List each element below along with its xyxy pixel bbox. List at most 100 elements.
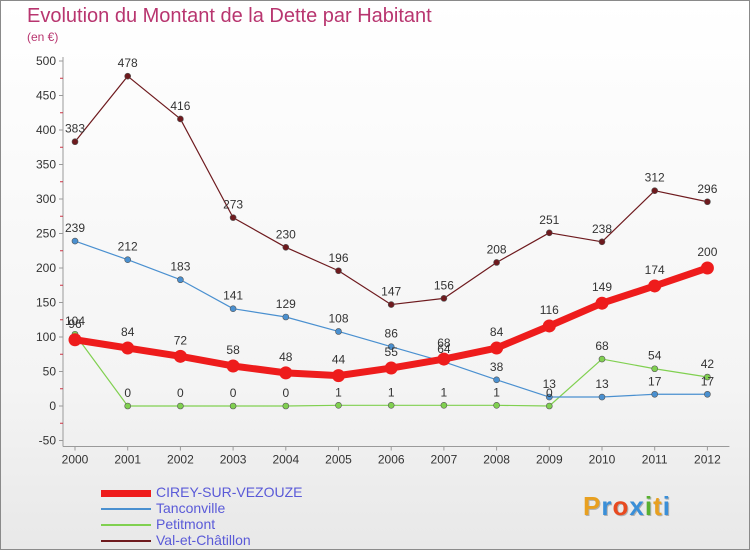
data-point	[387, 343, 395, 350]
data-label: 68	[595, 339, 609, 353]
y-tick-label: 450	[36, 89, 56, 103]
y-tick-label: 200	[36, 261, 56, 275]
data-label: 1	[335, 385, 342, 399]
data-label: 478	[118, 56, 138, 70]
data-label: 48	[279, 350, 293, 364]
data-point	[440, 402, 448, 409]
legend-swatch	[101, 540, 151, 542]
y-tick-label: 300	[36, 192, 56, 206]
data-label: 96	[68, 317, 82, 331]
chart-title: Evolution du Montant de la Dette par Hab…	[27, 5, 432, 27]
data-point	[598, 238, 606, 246]
data-point	[282, 313, 290, 321]
data-point	[335, 328, 342, 335]
data-point	[335, 402, 342, 409]
legend-swatch	[101, 489, 151, 497]
chart-subtitle: (en €)	[27, 30, 59, 44]
data-point	[387, 301, 395, 308]
data-label: 147	[381, 285, 401, 299]
data-point	[651, 365, 659, 373]
data-point	[282, 402, 290, 410]
data-point	[704, 373, 711, 381]
data-label: 174	[645, 263, 665, 277]
data-label: 68	[437, 336, 451, 350]
data-label: 273	[223, 198, 243, 212]
data-label: 0	[124, 386, 131, 400]
logo-letter: i	[662, 491, 671, 521]
data-point	[282, 244, 290, 251]
data-label: 296	[697, 182, 717, 196]
data-label: 44	[332, 353, 346, 367]
data-label: 129	[276, 297, 296, 311]
data-point	[493, 402, 500, 409]
data-point	[700, 261, 714, 275]
y-tick-label: 50	[43, 365, 57, 379]
data-point	[124, 72, 131, 80]
data-label: 183	[170, 260, 190, 274]
x-tick-label: 2009	[536, 453, 563, 467]
logo-letter: t	[653, 491, 663, 521]
data-label: 84	[490, 325, 504, 339]
data-point	[651, 390, 659, 398]
data-label: 116	[540, 303, 559, 317]
y-tick-label: 250	[36, 227, 56, 241]
x-tick-label: 2011	[642, 453, 668, 467]
data-label: 251	[539, 213, 559, 227]
data-point	[71, 138, 79, 146]
data-point	[279, 366, 293, 380]
x-tick-label: 2002	[167, 453, 194, 467]
data-point	[545, 402, 553, 410]
y-tick-label: 500	[36, 54, 56, 68]
data-label: 0	[230, 386, 237, 400]
data-point	[598, 393, 606, 401]
data-label: 17	[701, 374, 715, 388]
data-point	[595, 296, 609, 310]
legend-label: CIREY-SUR-VEZOUZE	[156, 484, 303, 500]
x-tick-label: 2006	[378, 453, 405, 467]
data-point	[177, 402, 184, 410]
data-label: 55	[385, 345, 399, 359]
data-point	[651, 187, 659, 195]
x-tick-label: 2007	[431, 453, 458, 467]
data-label: 196	[328, 251, 348, 265]
data-label: 84	[121, 325, 135, 339]
data-label: 208	[487, 242, 507, 256]
data-label: 238	[592, 222, 612, 236]
data-point	[490, 341, 504, 355]
data-label: 104	[65, 314, 85, 328]
data-label: 1	[388, 385, 395, 399]
logo-letter: x	[629, 491, 645, 521]
data-point	[124, 256, 131, 264]
data-label: 108	[328, 311, 348, 325]
data-point	[68, 333, 82, 347]
logo-letter: P	[583, 491, 602, 521]
data-point	[229, 214, 237, 221]
data-label: 416	[170, 99, 190, 113]
data-point	[493, 376, 500, 384]
data-point	[226, 359, 240, 373]
legend-label: Tanconville	[156, 500, 226, 516]
x-tick-label: 2004	[272, 453, 299, 467]
data-point	[387, 402, 395, 409]
data-point	[332, 369, 345, 383]
data-point	[598, 355, 606, 363]
x-tick-label: 2001	[114, 453, 141, 467]
logo-letter: i	[644, 491, 654, 521]
data-point	[440, 295, 448, 302]
data-label: 156	[434, 278, 454, 292]
data-label: 1	[493, 385, 500, 399]
data-point	[437, 352, 451, 366]
data-point	[704, 390, 711, 398]
logo-letter: o	[612, 491, 630, 521]
data-point	[229, 305, 237, 313]
data-point	[124, 402, 131, 410]
proxiti-logo: Proxiti	[583, 491, 671, 522]
data-point	[648, 279, 662, 293]
data-label: 64	[437, 342, 451, 356]
logo-letter: r	[601, 491, 613, 521]
data-label: 13	[595, 377, 609, 391]
data-point	[545, 229, 553, 237]
data-label: 239	[65, 221, 85, 235]
